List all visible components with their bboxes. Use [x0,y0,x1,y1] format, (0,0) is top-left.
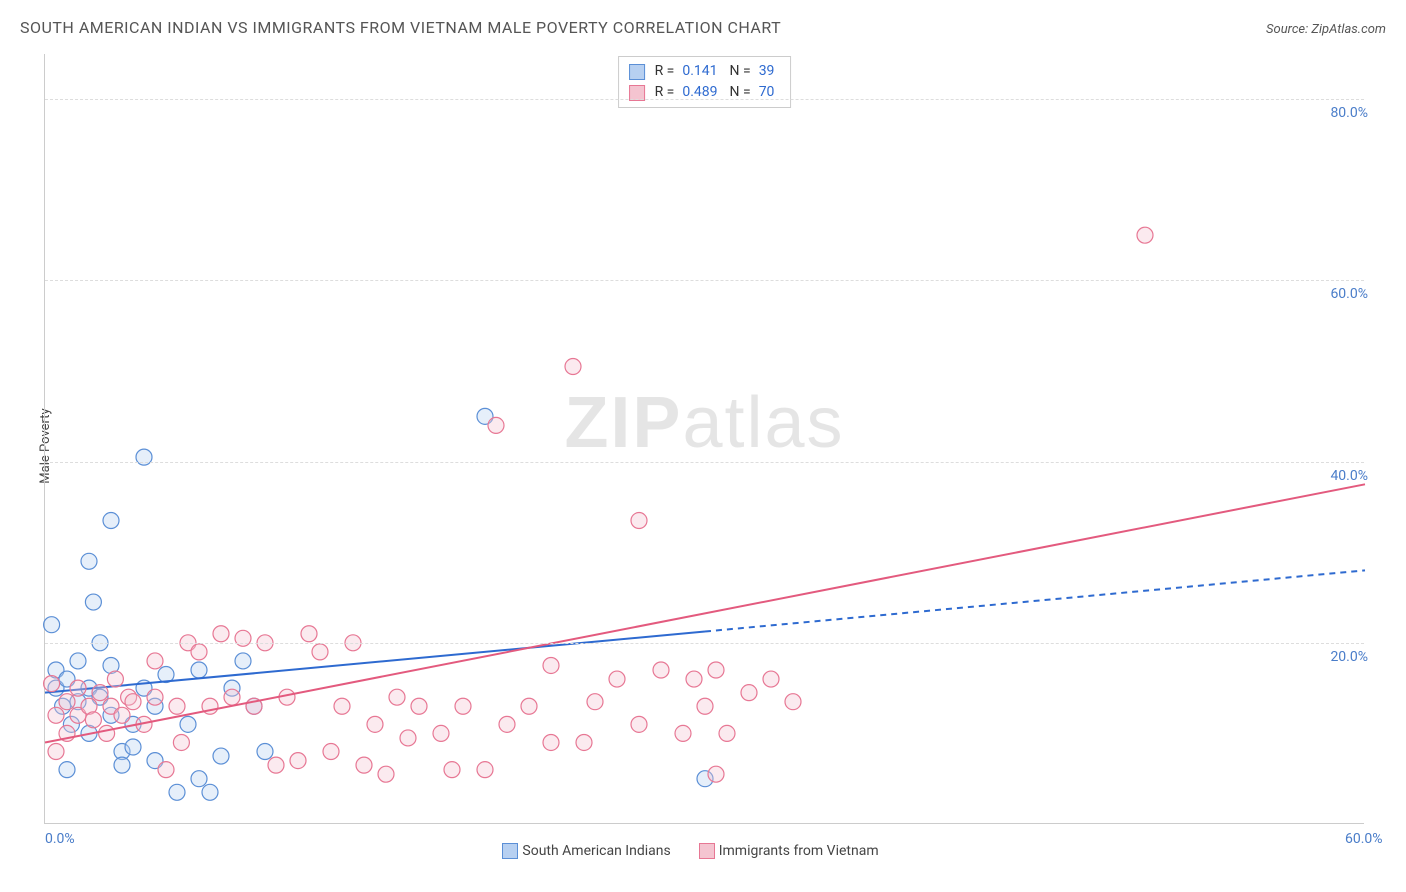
scatter-point [114,707,130,723]
chart-title: SOUTH AMERICAN INDIAN VS IMMIGRANTS FROM… [20,18,781,37]
scatter-point [173,734,189,750]
scatter-point [191,662,207,678]
scatter-point [609,671,625,687]
scatter-point [334,698,350,714]
scatter-point [213,626,229,642]
header: SOUTH AMERICAN INDIAN VS IMMIGRANTS FROM… [20,18,1386,37]
legend-series-label: South American Indians [522,843,670,859]
scatter-point [99,725,115,741]
scatter-point [301,626,317,642]
scatter-point [224,689,240,705]
scatter-point [1137,227,1153,243]
scatter-point [48,744,64,760]
scatter-point [587,694,603,710]
x-tick-label: 60.0% [1345,831,1383,847]
scatter-point [631,716,647,732]
y-tick-label: 20.0% [1330,649,1368,665]
scatter-point [70,653,86,669]
scatter-point [44,676,60,692]
scatter-point [213,748,229,764]
scatter-point [114,757,130,773]
trend-line-dashed [705,570,1365,631]
chart-svg [45,54,1364,823]
scatter-point [312,644,328,660]
scatter-point [44,617,60,633]
scatter-point [257,744,273,760]
scatter-point [92,685,108,701]
scatter-point [576,734,592,750]
scatter-point [107,671,123,687]
scatter-point [763,671,779,687]
scatter-point [81,553,97,569]
scatter-point [103,513,119,529]
scatter-point [85,712,101,728]
scatter-point [521,698,537,714]
gridline [45,643,1364,644]
legend-swatch [502,843,518,859]
scatter-point [367,716,383,732]
scatter-point [543,734,559,750]
scatter-point [356,757,372,773]
scatter-point [400,730,416,746]
scatter-point [543,657,559,673]
scatter-point [202,784,218,800]
gridline [45,99,1364,100]
gridline [45,280,1364,281]
scatter-point [708,662,724,678]
scatter-point [169,784,185,800]
scatter-point [631,513,647,529]
scatter-point [125,739,141,755]
scatter-point [268,757,284,773]
chart-container: SOUTH AMERICAN INDIAN VS IMMIGRANTS FROM… [0,0,1406,892]
scatter-point [389,689,405,705]
scatter-point [565,359,581,375]
y-tick-label: 40.0% [1330,468,1368,484]
y-tick-label: 80.0% [1330,105,1368,121]
scatter-point [191,644,207,660]
scatter-point [675,725,691,741]
scatter-point [147,689,163,705]
x-tick-label: 0.0% [45,831,75,847]
legend-series-label: Immigrants from Vietnam [719,843,879,859]
scatter-point [147,653,163,669]
scatter-point [136,449,152,465]
scatter-point [235,630,251,646]
scatter-point [708,766,724,782]
scatter-point [323,744,339,760]
legend-swatch [699,843,715,859]
scatter-point [59,694,75,710]
scatter-point [411,698,427,714]
trend-line [45,632,705,693]
scatter-point [169,698,185,714]
gridline [45,462,1364,463]
scatter-point [70,680,86,696]
scatter-point [741,685,757,701]
scatter-point [455,698,471,714]
scatter-point [235,653,251,669]
scatter-point [477,762,493,778]
scatter-point [785,694,801,710]
scatter-point [180,716,196,732]
source-label: Source: ZipAtlas.com [1266,22,1386,37]
scatter-point [686,671,702,687]
plot-area: ZIPatlas R =0.141N =39R =0.489N =70 Sout… [44,54,1364,824]
bottom-legend: South American Indians Immigrants from Vi… [45,843,1364,859]
scatter-point [59,762,75,778]
scatter-point [719,725,735,741]
scatter-point [444,762,460,778]
scatter-point [499,716,515,732]
scatter-point [653,662,669,678]
y-tick-label: 60.0% [1330,286,1368,302]
scatter-point [488,417,504,433]
scatter-point [48,707,64,723]
scatter-point [158,762,174,778]
scatter-point [125,694,141,710]
scatter-point [378,766,394,782]
scatter-point [191,771,207,787]
scatter-point [290,753,306,769]
scatter-point [85,594,101,610]
scatter-point [433,725,449,741]
scatter-point [697,698,713,714]
